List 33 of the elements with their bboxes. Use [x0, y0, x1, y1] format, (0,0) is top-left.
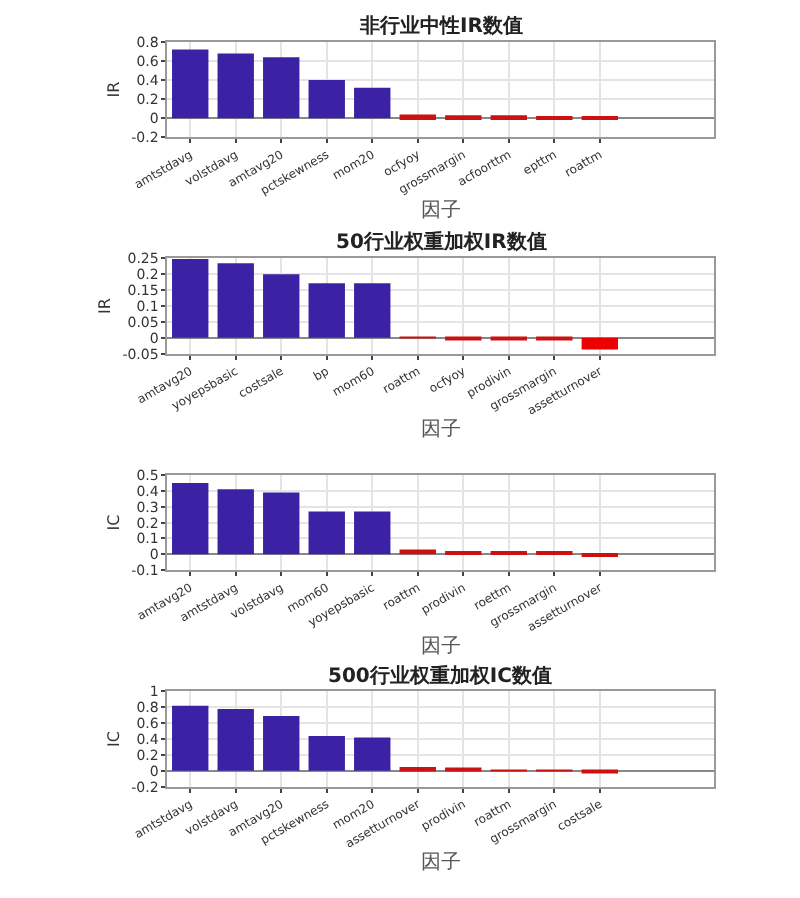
- bar: [217, 263, 254, 338]
- y-axis-title: IC: [104, 513, 123, 531]
- chart-title: 500行业权重加权IC数值: [328, 664, 552, 688]
- bar: [581, 337, 618, 350]
- bar: [263, 274, 300, 338]
- y-axis-title: IR: [95, 297, 114, 315]
- bar: [308, 283, 345, 338]
- y-axis-title: IR: [104, 80, 123, 98]
- bar: [263, 57, 300, 119]
- chart-title: 50行业权重加权IR数值: [336, 230, 547, 254]
- bar: [217, 53, 254, 119]
- chart-title: 非行业中性IR数值: [358, 14, 523, 38]
- x-axis-title: 因子: [420, 199, 461, 222]
- bar: [354, 511, 391, 555]
- x-axis-title: 因子: [420, 419, 461, 442]
- bar: [308, 511, 345, 555]
- bar: [263, 492, 300, 555]
- bar: [263, 716, 300, 771]
- bar: [308, 735, 345, 771]
- bar: [172, 705, 209, 771]
- bar: [172, 49, 209, 119]
- bar: [354, 87, 391, 119]
- bar: [217, 708, 254, 771]
- bar: [172, 259, 209, 338]
- bar: [172, 482, 209, 555]
- bar: [354, 737, 391, 771]
- x-axis-title: 因子: [420, 635, 461, 658]
- bar: [354, 283, 391, 338]
- bar: [217, 489, 254, 555]
- y-axis-title: IC: [104, 730, 123, 748]
- x-axis-title: 因子: [420, 852, 461, 875]
- bar: [308, 80, 345, 119]
- bar: [399, 114, 436, 120]
